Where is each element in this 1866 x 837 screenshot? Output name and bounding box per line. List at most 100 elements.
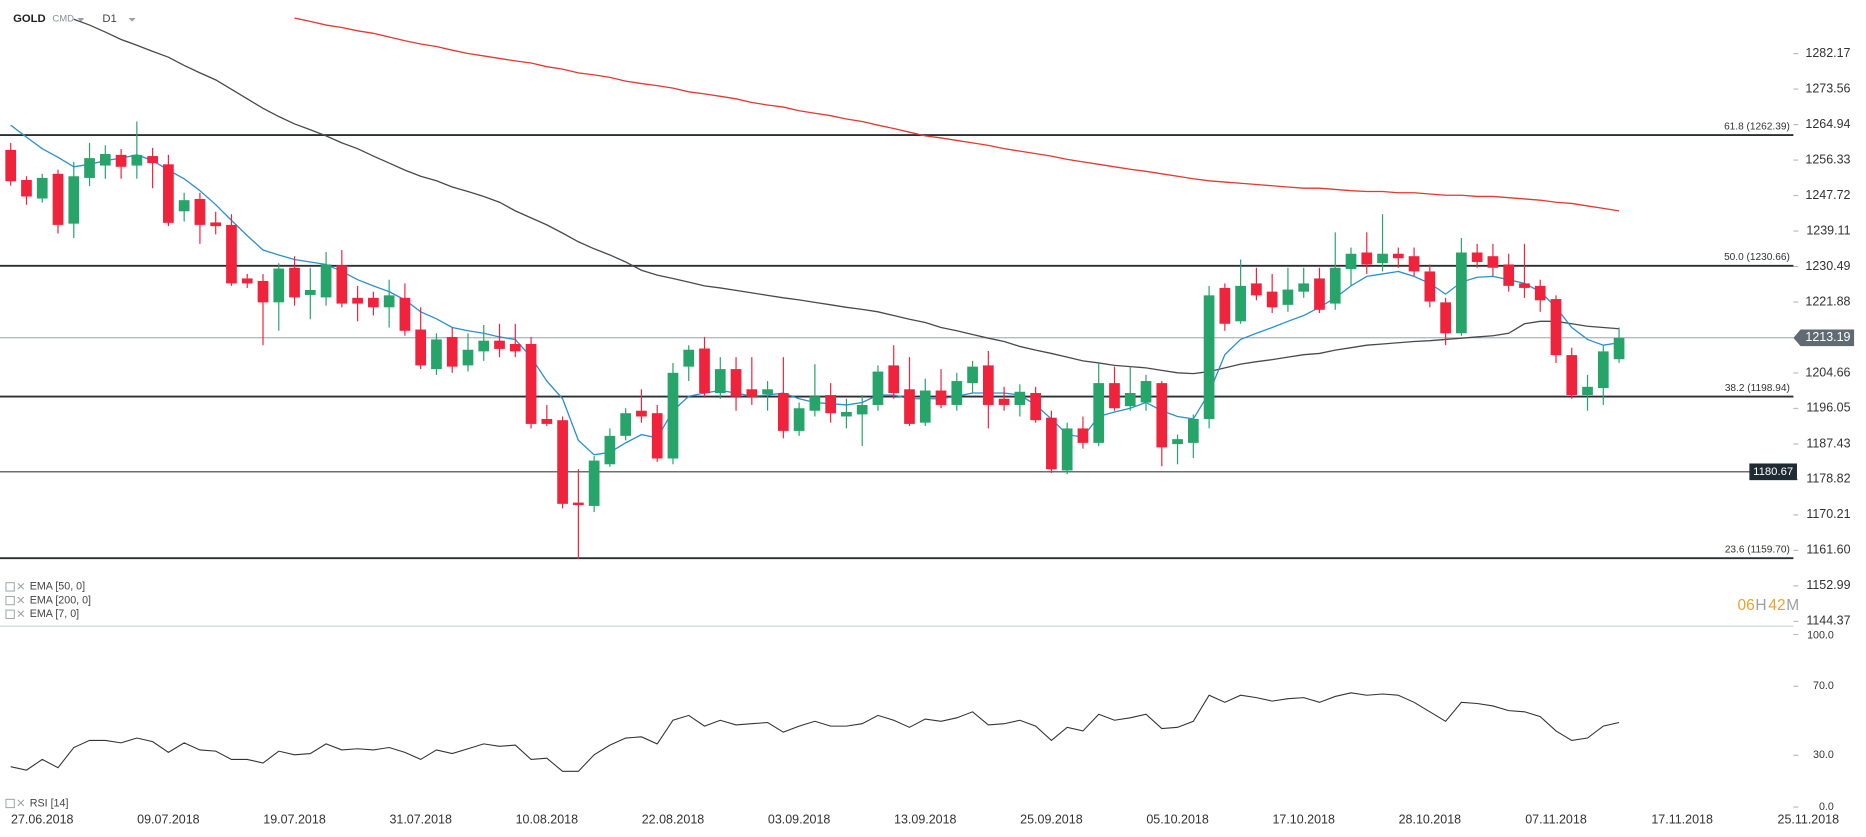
candle-body [1471,252,1483,262]
x-tick-label: 22.08.2018 [642,812,705,826]
candle-body [462,349,474,366]
y-tick-label: 1144.37 [1806,614,1850,628]
candle-body [1329,267,1341,304]
candle-body [304,289,316,295]
fib-label: 50.0 (1230.66) [1724,252,1790,263]
candle-body [935,390,947,405]
legend-entry: EMA [200, 0] [30,594,91,606]
legend: EMA [50, 0]EMA [200, 0] EMA [7, 0] RSI [14… [5,581,91,809]
candle-body [1156,383,1168,448]
candle-body [21,179,32,197]
candle-body [273,268,285,303]
candle-body [1503,264,1515,286]
candle-body [68,176,80,224]
candle-body [793,408,805,431]
market[interactable]: CMD [52,14,74,25]
candle-body [336,265,348,304]
candle-body [131,154,143,166]
legend-entry: EMA [50, 0] [30,581,85,593]
candle-body [872,371,884,405]
legend-close [17,799,25,807]
timer-minutes: 42 [1768,597,1785,614]
candle-body [1550,299,1562,356]
legend-close [17,582,25,590]
candle-body [178,200,190,212]
rsi-tick-label: 70.0 [1813,680,1834,692]
symbol[interactable]: GOLD [13,13,46,25]
candle-body [777,392,789,431]
ema-line [73,18,1620,375]
y-tick-label: 1247.72 [1805,188,1850,202]
legend-icon [5,595,15,606]
legend-entry: RSI [14] [30,797,69,809]
y-tick-label: 1161.60 [1806,543,1850,557]
candle-body [52,173,64,225]
candle-body [320,264,332,298]
y-tick-label: 1152.99 [1806,578,1850,592]
y-tick-label: 1196.05 [1806,401,1850,415]
candle-body [1298,283,1310,292]
candle-body [746,389,758,397]
candle-body [856,404,868,415]
candle-body [1487,256,1499,268]
candle-body [5,149,17,182]
candle-body [1456,252,1467,334]
candle-body [1014,391,1026,405]
candle-body [1266,291,1278,308]
candle-body [1093,383,1105,443]
candle-body [1613,337,1625,360]
rsi-tick-label: 30.0 [1813,749,1834,761]
candle-body [446,336,458,367]
candle-body [967,366,978,384]
x-tick-label: 17.11.2018 [1651,812,1713,826]
candle-body [1203,295,1215,419]
rsi-line [10,692,1620,772]
candle-body [352,297,363,304]
candle-body [1392,253,1404,259]
timer-minutes-unit: M [1786,597,1799,614]
y-tick-label: 1282.17 [1805,46,1850,60]
current-price-box [1793,329,1855,347]
timer-hours-unit: H [1755,597,1766,614]
candle-body [683,349,695,367]
timeframe[interactable]: D1 [102,13,116,25]
candle-body [1219,287,1231,324]
candle-body [825,395,837,414]
fib-label: 23.6 (1159.70) [1725,545,1790,556]
price-line-label: 1180.67 [1753,466,1793,478]
candle-body [1582,386,1593,396]
candle-body [699,348,710,393]
candle-body [1251,283,1262,296]
candle-body [525,343,537,424]
candle-body [163,164,174,223]
legend-icon [5,798,15,809]
candle-body [399,297,411,331]
y-tick-label: 1230.49 [1805,259,1850,273]
x-tick-label: 27.06.2018 [11,812,74,826]
x-tick-label: 13.09.2018 [894,812,957,826]
candle-body [1124,392,1136,407]
x-tick-label: 25.11.2018 [1778,812,1840,826]
legend-close [17,610,25,618]
candle-body [762,389,773,395]
candle-body [36,177,48,199]
x-tick-label: 07.11.2018 [1525,812,1587,826]
candle-body [84,158,95,178]
candle-body [431,339,442,370]
candle-body [557,420,568,504]
candle-body [194,198,206,225]
candle-body [289,267,300,298]
candle-body [636,410,647,417]
timer: 06 H 42 M [1737,597,1799,614]
y-tick-label: 1187.43 [1806,436,1850,450]
candle-body [1172,439,1183,445]
dropdown-arrow[interactable] [77,18,85,22]
candle-body [1061,428,1073,471]
candle-body [1187,418,1199,443]
fib-label: 38.2 (1198.94) [1725,383,1790,394]
dropdown-arrow[interactable] [128,18,136,22]
candle-body [730,369,742,397]
current-price-label: 1213.19 [1805,330,1850,344]
candle-body [147,156,158,164]
